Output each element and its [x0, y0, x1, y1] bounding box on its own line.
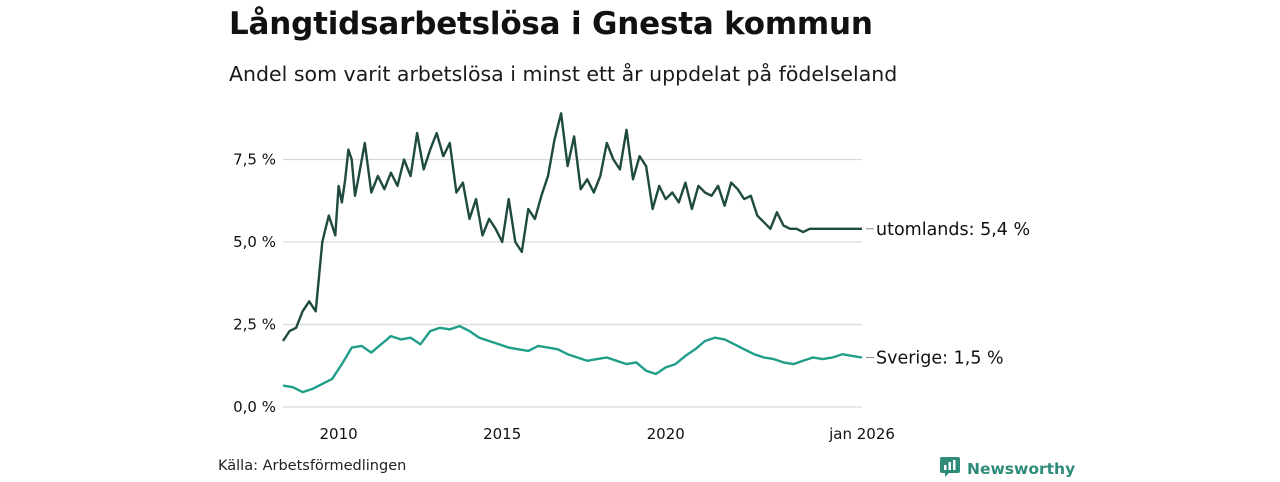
x-tick-label: 2015	[483, 425, 521, 443]
series-layer	[281, 112, 863, 394]
page-subtitle: Andel som varit arbetslösa i minst ett å…	[229, 62, 898, 86]
source-note: Källa: Arbetsförmedlingen	[218, 458, 407, 474]
x-tick-label: 2020	[647, 425, 685, 443]
y-axis-ticks: 0,0 % 2,5 % 5,0 % 7,5 %	[233, 151, 276, 417]
end-label-sverige: Sverige: 1,5 %	[876, 349, 1004, 369]
x-axis-ticks: 2010 2015 2020 jan 2026	[320, 425, 895, 443]
grid-layer	[283, 158, 862, 408]
series-line-utomlands	[281, 112, 862, 342]
y-tick-label: 0,0 %	[233, 398, 276, 416]
y-tick-label: 2,5 %	[233, 316, 276, 334]
brand[interactable]: Newsworthy	[939, 456, 1075, 482]
end-label-layer: utomlands: 5,4 % Sverige: 1,5 %	[866, 220, 1030, 369]
y-tick-label: 7,5 %	[233, 151, 276, 169]
newsworthy-logo-icon	[939, 456, 961, 482]
x-tick-label: 2010	[320, 425, 358, 443]
page-title: Långtidsarbetslösa i Gnesta kommun	[229, 6, 873, 42]
series-line-sverige	[282, 324, 863, 394]
y-tick-label: 5,0 %	[233, 233, 276, 251]
x-tick-label: jan 2026	[828, 425, 895, 443]
end-label-utomlands: utomlands: 5,4 %	[876, 220, 1030, 240]
brand-name: Newsworthy	[967, 460, 1076, 478]
